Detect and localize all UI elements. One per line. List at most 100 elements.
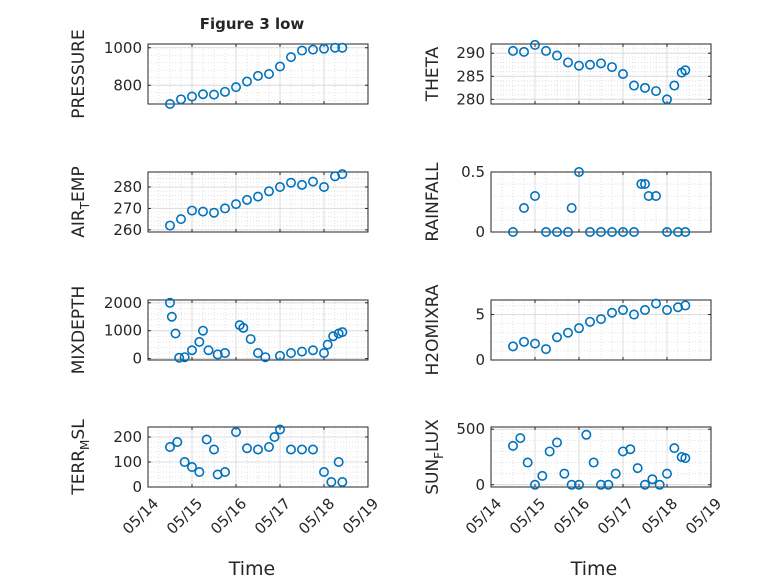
y-tick-label: 280 — [456, 90, 485, 108]
data-point — [617, 304, 628, 315]
data-point — [650, 298, 661, 309]
data-point — [625, 444, 636, 455]
data-point — [617, 69, 628, 80]
data-point — [176, 214, 187, 225]
x-axis-label-left: Time — [228, 558, 276, 580]
y-axis-label: MIXDEPTH — [69, 286, 89, 375]
x-tick-label: 05/15 — [506, 495, 549, 538]
data-point — [669, 80, 680, 91]
data-point — [322, 339, 333, 350]
data-point — [285, 348, 296, 359]
data-point — [220, 348, 231, 359]
y-tick-label: 0 — [475, 223, 485, 241]
data-point — [518, 46, 529, 57]
axes-box — [490, 299, 712, 361]
data-point — [562, 57, 573, 68]
data-point — [581, 429, 592, 440]
y-label-subscript: F — [432, 452, 446, 459]
y-label-subscript: M — [78, 440, 92, 450]
data-point — [307, 444, 318, 455]
data-point — [170, 328, 181, 339]
data-point — [654, 479, 665, 490]
data-point — [573, 60, 584, 71]
data-point — [628, 309, 639, 320]
data-point — [318, 466, 329, 477]
data-point — [680, 65, 691, 76]
y-label-subscript: T — [78, 201, 92, 210]
data-point — [198, 206, 209, 217]
data-point — [296, 179, 307, 190]
data-point — [337, 327, 348, 338]
data-point — [584, 227, 595, 238]
y-tick-label: 100 — [113, 453, 142, 471]
data-point — [203, 345, 214, 356]
data-point — [296, 45, 307, 56]
data-point — [680, 300, 691, 311]
x-tick-label: 05/18 — [295, 495, 338, 538]
y-tick-label: 0 — [475, 476, 485, 494]
data-point — [650, 191, 661, 202]
data-point — [198, 89, 209, 100]
y-label-part: AIR — [69, 209, 89, 238]
figure-title: Figure 3 low — [200, 15, 305, 33]
data-point — [544, 446, 555, 457]
data-point — [606, 62, 617, 73]
data-point — [337, 476, 348, 487]
data-point — [231, 426, 242, 437]
y-axis-label: RAINFALL — [423, 162, 443, 242]
x-tick-label: 05/14 — [119, 495, 162, 538]
data-point — [165, 220, 176, 231]
data-point — [573, 167, 584, 178]
data-point — [603, 479, 614, 490]
data-point — [285, 444, 296, 455]
data-point — [507, 440, 518, 451]
data-point — [307, 345, 318, 356]
data-point — [680, 453, 691, 464]
data-point — [209, 207, 220, 218]
data-point — [274, 182, 285, 193]
y-tick-label: 200 — [113, 428, 142, 446]
data-point — [551, 332, 562, 343]
axes-box — [147, 171, 369, 233]
data-point — [566, 203, 577, 214]
data-point — [562, 327, 573, 338]
data-point — [296, 444, 307, 455]
data-point — [337, 42, 348, 53]
y-tick-label: 260 — [113, 221, 142, 239]
data-point — [242, 76, 253, 87]
data-point — [260, 352, 271, 363]
data-point — [220, 466, 231, 477]
data-point — [231, 82, 242, 93]
data-point — [639, 179, 650, 190]
data-point — [661, 304, 672, 315]
y-tick-label: 5 — [475, 306, 485, 324]
data-point — [176, 94, 187, 105]
data-point — [628, 227, 639, 238]
data-point — [573, 323, 584, 334]
data-point — [187, 461, 198, 472]
y-tick-label: 0 — [475, 351, 485, 369]
x-tick-label: 05/17 — [594, 495, 637, 538]
data-point — [529, 191, 540, 202]
data-point — [636, 179, 647, 190]
data-point — [263, 186, 274, 197]
x-tick-label: 05/19 — [682, 495, 725, 538]
data-point — [595, 314, 606, 325]
data-point — [661, 227, 672, 238]
y-axis-label: PRESSURE — [69, 29, 89, 118]
y-tick-label: 800 — [113, 76, 142, 94]
y-tick-label: 500 — [456, 420, 485, 438]
data-point — [639, 479, 650, 490]
y-tick-label: 290 — [456, 44, 485, 62]
data-point — [187, 91, 198, 102]
data-point — [584, 316, 595, 327]
x-tick-label: 05/18 — [638, 495, 681, 538]
data-point — [606, 227, 617, 238]
data-point — [274, 61, 285, 72]
y-tick-label: 285 — [456, 67, 485, 85]
data-point — [253, 70, 264, 81]
data-point — [639, 304, 650, 315]
data-point — [529, 479, 540, 490]
data-point — [165, 99, 176, 110]
